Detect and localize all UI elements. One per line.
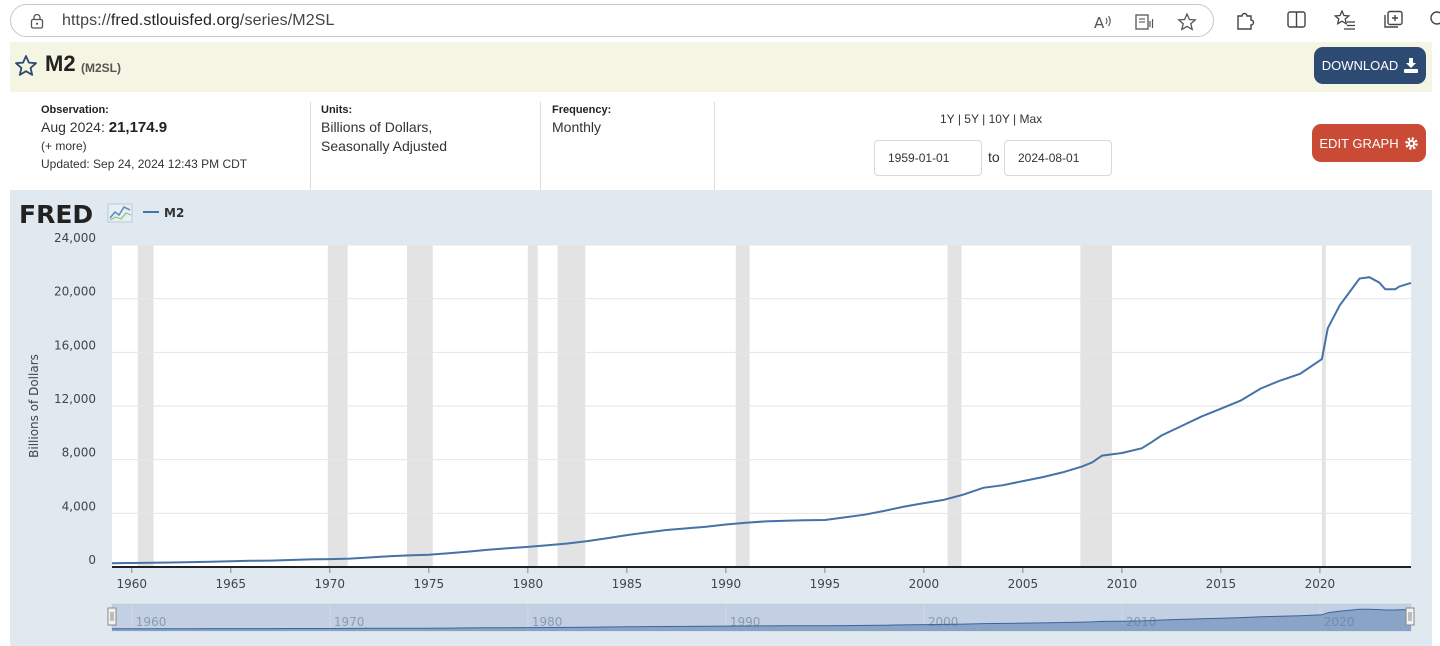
y-tick-label: 8,000 (62, 446, 96, 460)
download-button[interactable]: DOWNLOAD (1314, 47, 1426, 84)
star-outline-icon[interactable] (1177, 13, 1197, 31)
lock-icon[interactable] (30, 13, 44, 29)
navigator-right-handle[interactable] (1405, 607, 1415, 626)
read-aloud-icon[interactable]: A (1093, 13, 1113, 31)
observation-date: Aug 2024: (41, 119, 105, 135)
download-label: DOWNLOAD (1321, 58, 1399, 73)
y-axis-label: Billions of Dollars (27, 354, 41, 458)
immersive-reader-icon[interactable] (1135, 13, 1155, 31)
address-bar[interactable]: https://fred.stlouisfed.org/series/M2SL … (10, 4, 1214, 37)
fred-logo-chart-icon (107, 203, 133, 223)
range-link-10y[interactable]: 10Y (988, 112, 1010, 126)
legend-label-m2[interactable]: M2 (164, 206, 184, 220)
frequency-value: Monthly (552, 119, 602, 135)
to-label: to (988, 149, 1000, 165)
favorites-list-icon[interactable] (1334, 10, 1356, 30)
y-tick-label: 20,000 (54, 285, 96, 299)
updated-label: Updated: (41, 157, 90, 171)
units-block: Units: Billions of Dollars, Seasonally A… (321, 104, 447, 156)
date-range-links: 1Y | 5Y | 10Y | Max (940, 112, 1043, 126)
x-tick-label: 1975 (414, 577, 445, 591)
navigator-series-line (112, 608, 1412, 630)
y-tick-label: 4,000 (62, 499, 96, 513)
x-tick-label: 1990 (711, 577, 742, 591)
copilot-icon[interactable] (1428, 10, 1440, 30)
frequency-label: Frequency: (552, 104, 612, 116)
series-title: M2 (45, 51, 76, 76)
frequency-block: Frequency: Monthly (552, 104, 611, 137)
collections-icon[interactable] (1382, 10, 1404, 30)
observation-label: Observation: (41, 104, 109, 116)
x-tick-label: 1995 (810, 577, 841, 591)
x-tick-label: 2015 (1206, 577, 1237, 591)
svg-text:A: A (1094, 14, 1105, 31)
end-date-input[interactable]: 2024-08-01 (1004, 140, 1112, 176)
gear-icon (1404, 136, 1418, 150)
fred-logo-text: FRED (19, 200, 93, 229)
units-line1: Billions of Dollars, (321, 119, 433, 135)
graph-panel: FRED M2 0 4,000 8,000 12,000 16,000 20,000 24,… (10, 190, 1432, 646)
m2-chart[interactable]: FRED M2 0 4,000 8,000 12,000 16,000 20,000 24,… (10, 190, 1432, 646)
navigator-year-label: 1980 (532, 615, 563, 629)
updated-value: Sep 24, 2024 12:43 PM CDT (93, 157, 248, 171)
series-line-m2[interactable] (111, 276, 1412, 565)
divider (540, 102, 541, 190)
x-tick-label: 1980 (513, 577, 544, 591)
range-navigator[interactable]: 1960197019801990200020102020 (107, 603, 1415, 632)
split-screen-icon[interactable] (1286, 10, 1308, 30)
x-tick-label: 1985 (612, 577, 643, 591)
series-id: (M2SL) (81, 61, 121, 75)
x-tick-label: 2005 (1008, 577, 1039, 591)
navigator-year-label: 1970 (334, 615, 365, 629)
x-tick-label: 1970 (315, 577, 346, 591)
navigator-series-area (112, 609, 1411, 631)
navigator-year-label: 1960 (136, 615, 167, 629)
x-tick-label: 2010 (1107, 577, 1138, 591)
series-title-band: M2 (M2SL) DOWNLOAD (10, 42, 1432, 92)
divider (714, 102, 715, 190)
divider (310, 102, 311, 190)
y-tick-label: 24,000 (54, 231, 96, 245)
range-link-1y[interactable]: 1Y (940, 112, 955, 126)
observation-block: Observation: Aug 2024: 21,174.9 (+ more)… (41, 104, 247, 171)
puzzle-icon[interactable] (1234, 10, 1256, 30)
x-tick-label: 2020 (1305, 577, 1336, 591)
favorite-star-icon[interactable] (14, 54, 38, 78)
x-tick-label: 1965 (216, 577, 247, 591)
download-icon (1404, 58, 1419, 73)
x-tick-label: 1960 (117, 577, 148, 591)
more-observations-link[interactable]: (+ more) (41, 139, 87, 153)
x-tick-label: 2000 (909, 577, 940, 591)
range-link-max[interactable]: Max (1019, 112, 1043, 126)
series-info-row: Observation: Aug 2024: 21,174.9 (+ more)… (10, 92, 1432, 190)
y-tick-label: 12,000 (54, 392, 96, 406)
units-line2: Seasonally Adjusted (321, 138, 448, 154)
edit-graph-button[interactable]: EDIT GRAPH (1312, 124, 1426, 162)
url-text[interactable]: https://fred.stlouisfed.org/series/M2SL (62, 12, 335, 29)
navigator-left-handle[interactable] (107, 607, 117, 626)
edit-graph-label: EDIT GRAPH (1319, 135, 1399, 151)
y-tick-label: 16,000 (54, 338, 96, 352)
browser-toolbar: https://fred.stlouisfed.org/series/M2SL … (0, 0, 1440, 42)
start-date-input[interactable]: 1959-01-01 (874, 140, 982, 176)
units-label: Units: (321, 104, 353, 116)
observation-value: 21,174.9 (108, 119, 168, 136)
y-tick-label: 0 (88, 553, 96, 567)
range-link-5y[interactable]: 5Y (964, 112, 979, 126)
fred-logo[interactable]: FRED (19, 200, 133, 229)
